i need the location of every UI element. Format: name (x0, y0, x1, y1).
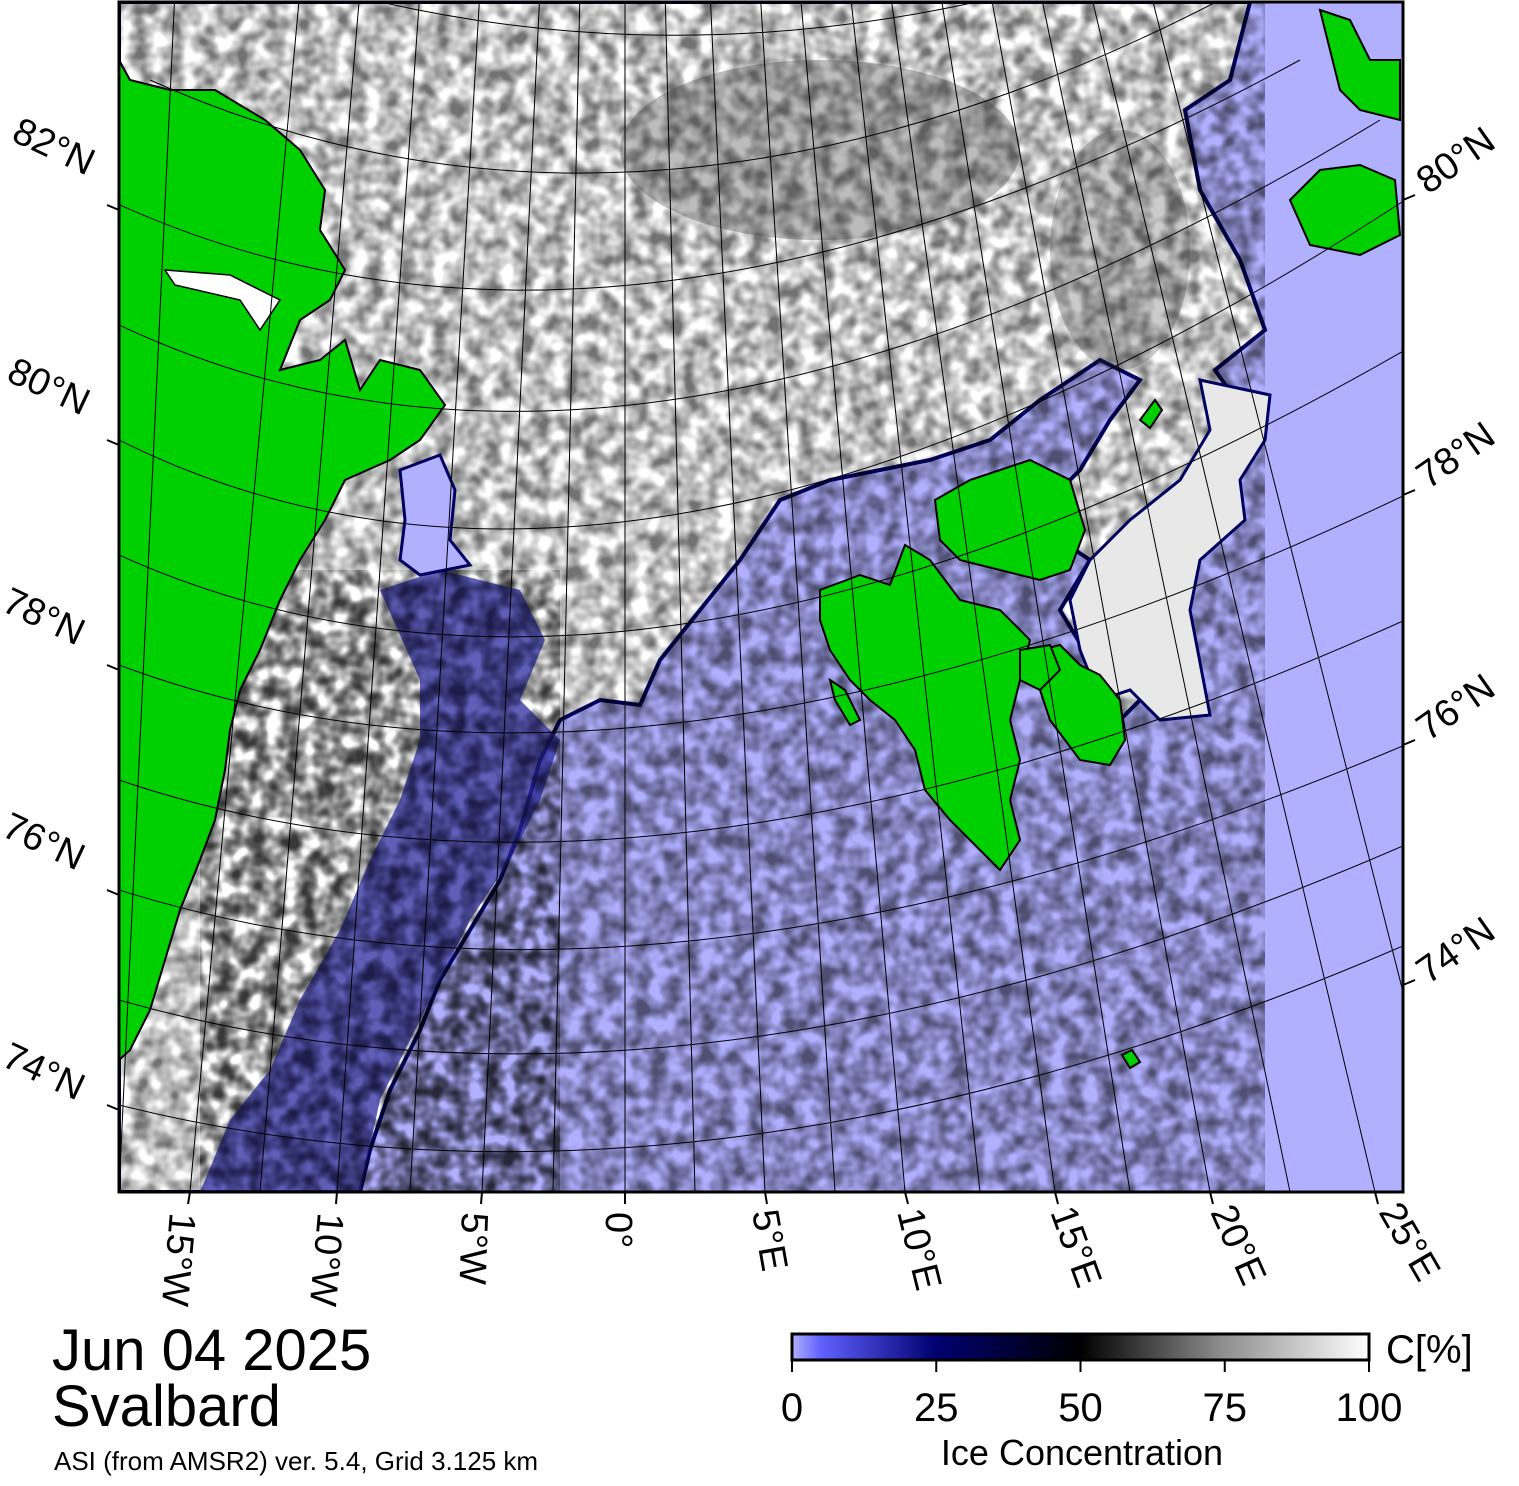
lon-label-5w: 5°W (450, 1212, 494, 1286)
colorbar-tick-label: 75 (1202, 1386, 1248, 1430)
lat-labels-right: 80°N 78°N 76°N 74°N (1409, 119, 1503, 992)
bjornoya (1120, 1048, 1142, 1070)
lon-label-10w: 10°W (301, 1211, 351, 1308)
lon-label-25e: 25°E (1370, 1196, 1448, 1289)
lon-label-0: 0° (597, 1212, 639, 1248)
colorbar-tick-label: 50 (1058, 1386, 1103, 1430)
colorbar-tick-label: 0 (780, 1386, 804, 1430)
region-name: Svalbard (52, 1374, 281, 1439)
greenland-land (119, 59, 447, 1062)
lon-line-15w (189, 2, 300, 1192)
svalbard-barentsoya (1019, 643, 1062, 692)
svalbard-edgeoya (1039, 643, 1127, 767)
colorbar-title: Ice Concentration (940, 1432, 1224, 1473)
lat-line-80 (119, 200, 1403, 530)
marginal-ice-zone-texture (200, 570, 560, 1192)
lon-label-20e: 20°E (1202, 1199, 1274, 1292)
lon-label-10e: 10°E (888, 1204, 949, 1295)
lat-label-left-74: 74°N (0, 1035, 91, 1109)
lon-line-20e (991, 2, 1211, 1192)
lon-line-20w (119, 2, 175, 1192)
lon-line-15e (891, 2, 1056, 1192)
data-source: ASI (from AMSR2) ver. 5.4, Grid 3.125 km (54, 1446, 539, 1476)
lon-line-10e (800, 2, 906, 1192)
lat-line-77 (119, 620, 1403, 843)
lat-label-right-78: 78°N (1409, 414, 1503, 497)
lon-line-12e (850, 2, 981, 1192)
lon-line-5w (481, 2, 540, 1192)
lon-line-5e (710, 2, 766, 1192)
lon-line-2e (664, 2, 696, 1192)
map-frame (117, 0, 1405, 1194)
lat-line-81 (119, 119, 1381, 412)
sea-ice-east (1068, 378, 1272, 722)
lat-line-84 (378, 2, 979, 36)
lat-line-76 (119, 745, 1403, 951)
lat-line-78 (119, 495, 1403, 734)
land-ne-corner (1318, 8, 1401, 122)
dense-ice-north (620, 60, 1020, 240)
lon-label-15w: 15°W (153, 1211, 203, 1308)
lon-label-15e: 15°E (1042, 1201, 1110, 1293)
colorbar-gradient (790, 1332, 1371, 1362)
lon-line-10w (336, 2, 420, 1192)
map-date: Jun 04 2025 (52, 1318, 372, 1383)
colorbar-tick-label: 25 (914, 1386, 959, 1430)
kong-karls-land (1138, 398, 1164, 430)
lat-label-left-82: 82°N (6, 110, 101, 184)
lat-labels-left: 82°N 80°N 78°N 76°N 74°N (0, 110, 101, 1109)
lat-label-right-76: 76°N (1409, 666, 1503, 749)
lat-label-left-76: 76°N (0, 805, 91, 879)
lon-label-5e: 5°E (743, 1206, 795, 1274)
lat-line-82 (119, 59, 1301, 291)
lon-line-22e (1041, 2, 1291, 1192)
colorbar-unit: C[%] (1386, 1328, 1473, 1372)
graticule (119, 2, 1403, 1192)
lat-label-right-74: 74°N (1409, 909, 1503, 992)
lat-label-right-80: 80°N (1409, 119, 1503, 202)
colorbar (790, 1332, 1371, 1372)
lat-label-left-80: 80°N (1, 350, 96, 424)
ice-concentration-map: 82°N 80°N 78°N 76°N 74°N 80°N 78°N 76°N … (0, 0, 1503, 1308)
lon-line-27e (1152, 2, 1403, 995)
land-ne-island (1288, 163, 1402, 257)
lat-line-79 (119, 350, 1403, 638)
lat-line-83 (149, 2, 1218, 174)
lon-line-2w (552, 2, 581, 1192)
lat-line-75 (119, 845, 1403, 1055)
lon-labels-bottom: 15°W 10°W 5°W 0° 5°E 10°E 15°E 20°E 25°E (153, 1196, 1448, 1308)
greenland-fjord (163, 269, 282, 332)
lon-line-25e (1092, 2, 1376, 1192)
lon-line-7w (409, 2, 480, 1192)
dense-ice-ne (1050, 130, 1190, 370)
polynya (398, 453, 473, 577)
lon-line-12w (259, 2, 360, 1192)
lat-line-74 (119, 945, 1403, 1153)
lat-label-left-78: 78°N (0, 580, 91, 654)
colorbar-tick-label: 100 (1335, 1386, 1403, 1430)
lon-line-7e (760, 2, 836, 1192)
lon-line-17e (941, 2, 1131, 1192)
axis-ticks (106, 194, 1416, 1205)
